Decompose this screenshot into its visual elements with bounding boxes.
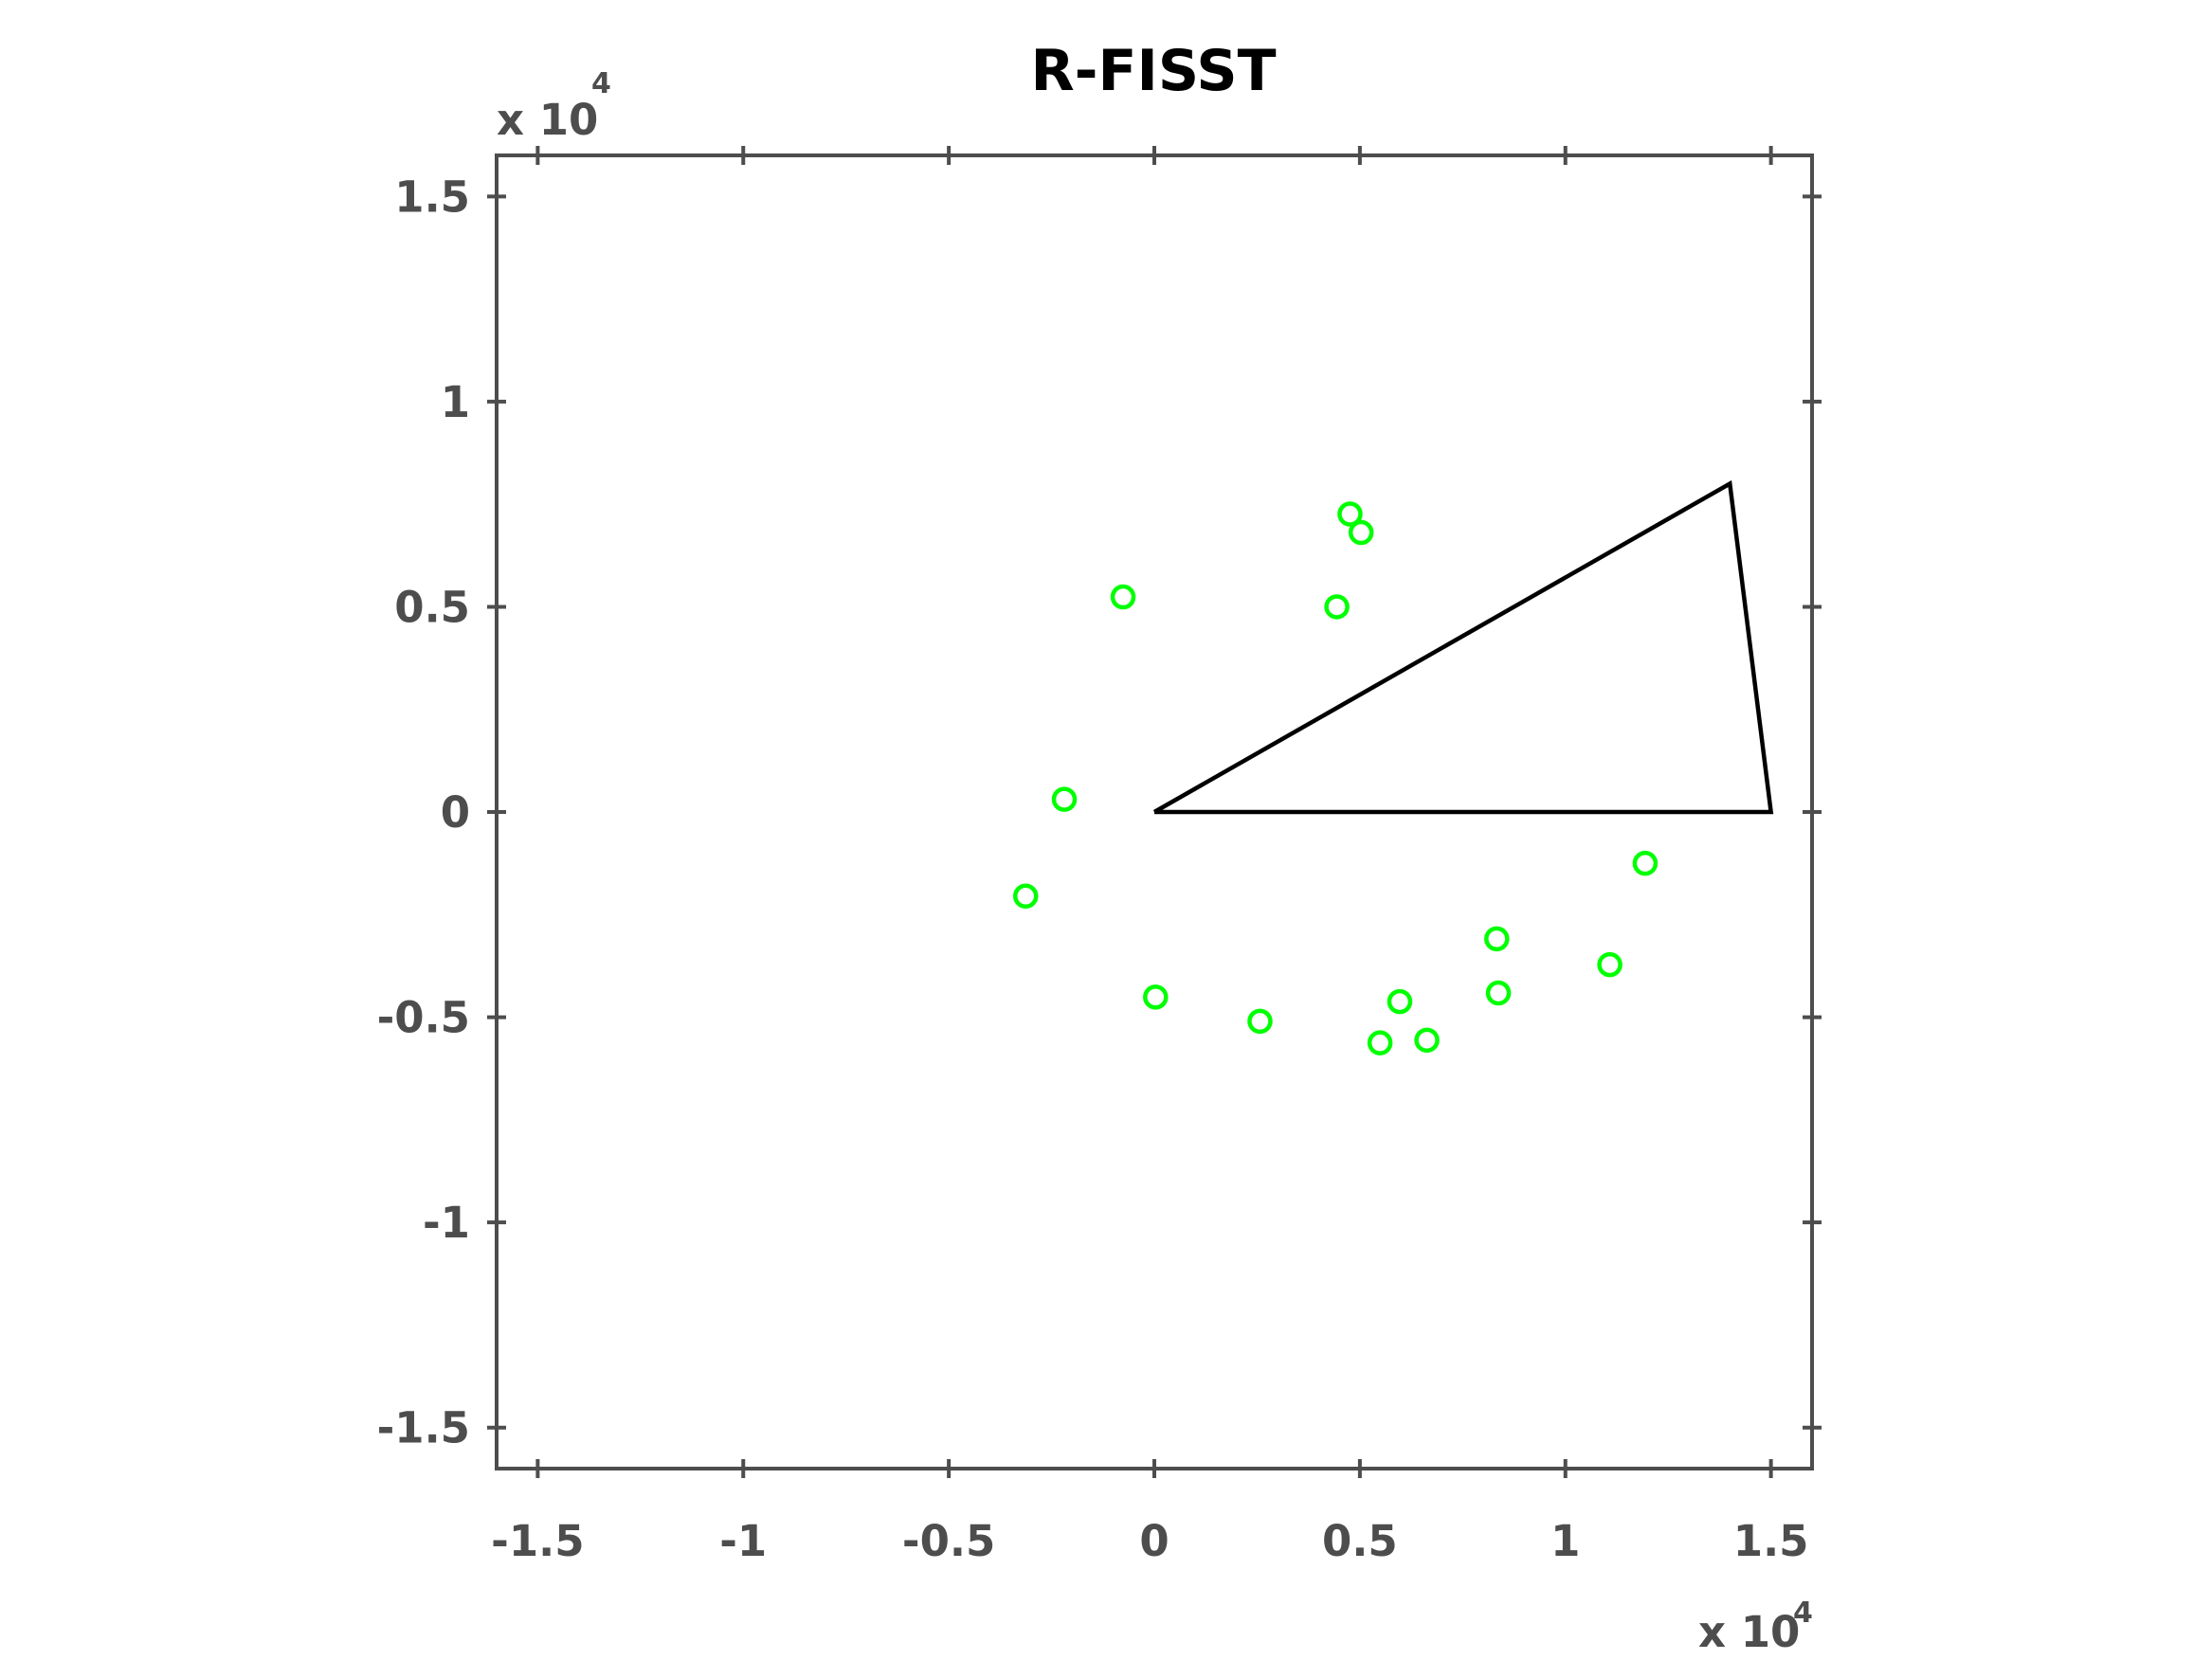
point <box>1324 594 1350 620</box>
x-tick-label: -0.5 <box>902 1516 995 1566</box>
y-tick-label: -1.5 <box>377 1403 470 1453</box>
point <box>1110 584 1136 610</box>
x-multiplier-exponent: 4 <box>1793 1597 1813 1630</box>
x-tick-label: 1.5 <box>1733 1516 1809 1566</box>
y-tick-label: -1 <box>423 1198 470 1248</box>
y-tick-label: 1 <box>441 377 470 427</box>
point <box>1367 1030 1393 1056</box>
y-tick-label: -0.5 <box>377 993 470 1043</box>
point <box>1484 926 1510 952</box>
point <box>1337 501 1363 527</box>
x-tick-label: 1 <box>1550 1516 1580 1566</box>
y-multiplier-exponent: 4 <box>591 67 611 100</box>
point <box>1414 1027 1440 1054</box>
point <box>1632 850 1659 876</box>
line <box>1152 479 1774 815</box>
point <box>1143 984 1169 1010</box>
x-tick-label: -1 <box>719 1516 767 1566</box>
y-tick-label: 0 <box>441 787 470 838</box>
point <box>1348 519 1374 546</box>
point <box>1051 786 1078 812</box>
x-tick-label: -1.5 <box>491 1516 584 1566</box>
point <box>1485 980 1512 1006</box>
chart-title: R-FISST <box>1030 38 1276 104</box>
x-tick-label: 0 <box>1139 1516 1169 1566</box>
y-multiplier: x 10 <box>497 95 598 145</box>
point <box>1247 1008 1273 1035</box>
x-tick-label: 0.5 <box>1322 1516 1398 1566</box>
point <box>1012 883 1039 910</box>
y-tick-label: 1.5 <box>394 171 470 222</box>
point <box>1387 988 1413 1015</box>
point <box>1597 951 1623 978</box>
y-tick-label: 0.5 <box>394 582 470 632</box>
x-multiplier: x 10 <box>1698 1607 1800 1656</box>
